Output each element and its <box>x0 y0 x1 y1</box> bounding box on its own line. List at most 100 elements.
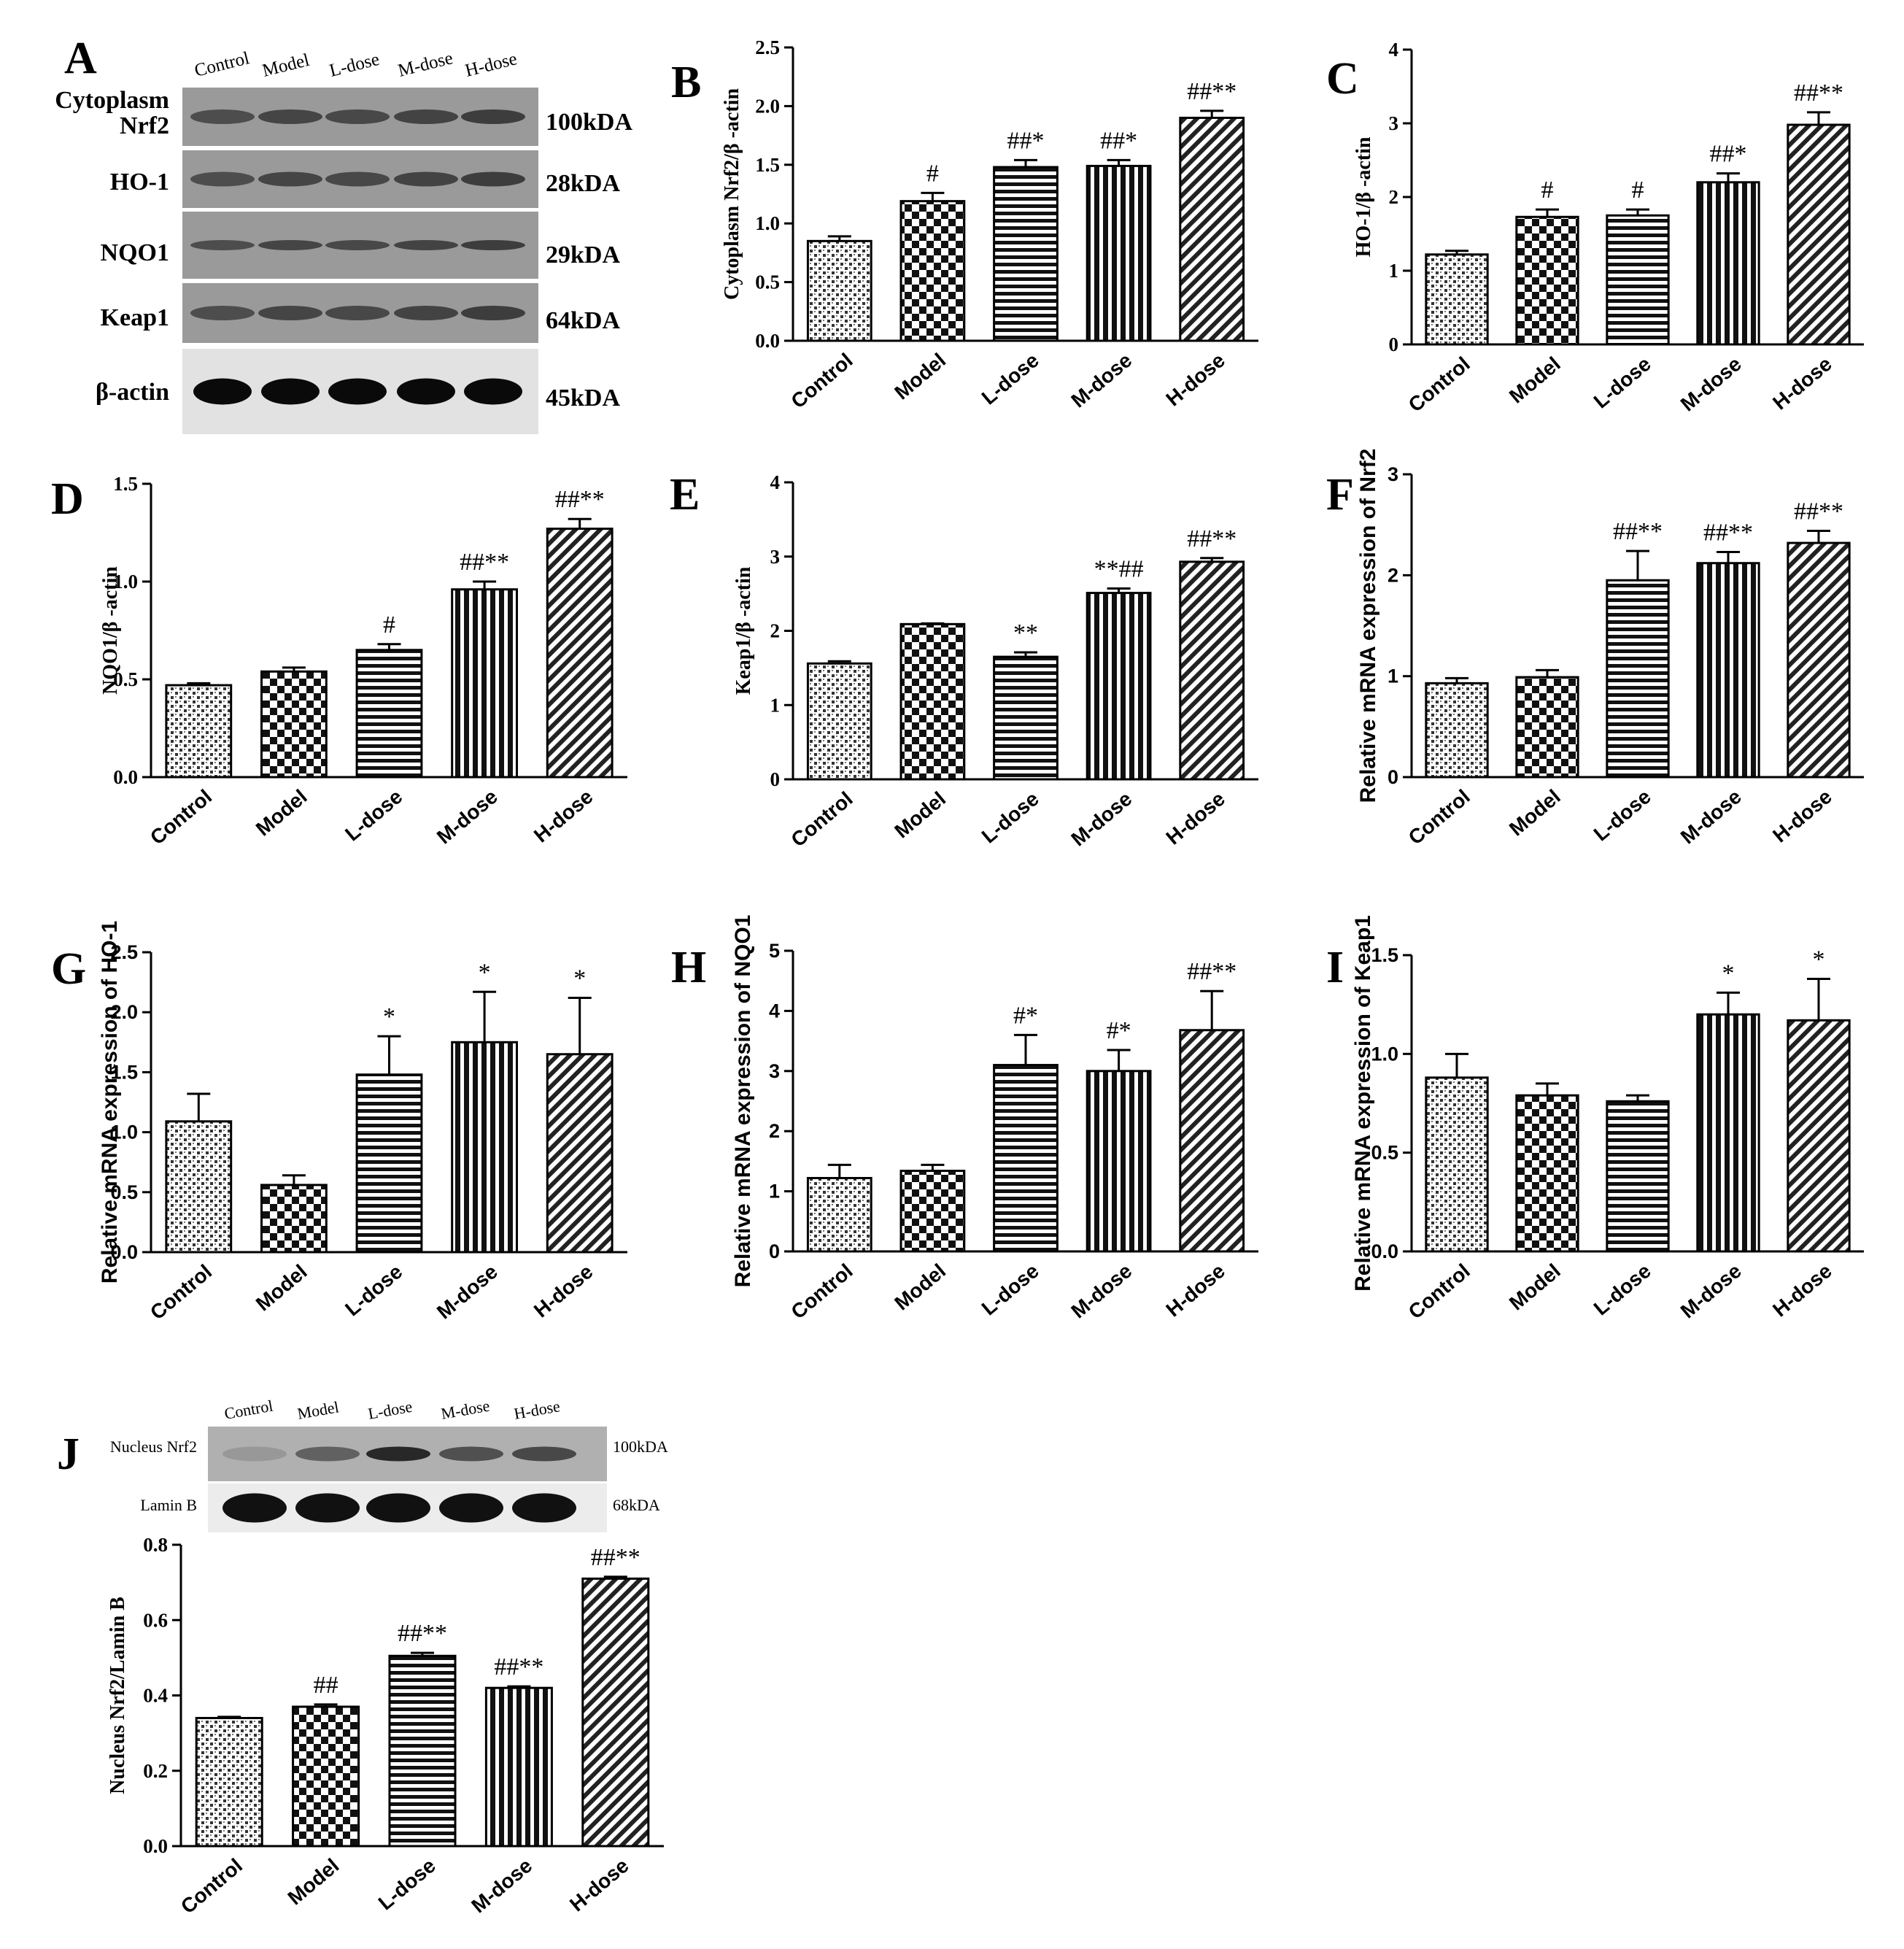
significance-label: * <box>1813 946 1825 973</box>
y-tick-label: 1.5 <box>113 473 138 495</box>
significance-label: ##** <box>1613 518 1663 545</box>
row-label: Keap1 <box>101 304 169 331</box>
bar-h-dose <box>581 1577 650 1848</box>
lane-label: Model <box>296 1397 341 1423</box>
significance-label: ##* <box>1710 141 1747 168</box>
x-tick-label: H-dose <box>1768 785 1836 847</box>
y-tick-label: 0 <box>770 768 781 790</box>
y-axis-label: HO-1/β -actin <box>1352 136 1375 257</box>
significance-label: ##** <box>1794 80 1843 107</box>
blot-band <box>258 306 322 320</box>
bar-h-dose <box>1179 1029 1245 1253</box>
x-tick-label: H-dose <box>530 1260 597 1322</box>
x-tick-label: H-dose <box>1161 787 1229 849</box>
blot-band <box>394 240 458 250</box>
y-tick-label: 1 <box>1389 260 1399 282</box>
x-tick-label: Model <box>284 1854 344 1910</box>
blot-band <box>366 1446 430 1462</box>
bar-h-dose <box>1179 560 1245 781</box>
y-tick-label: 0 <box>1389 333 1399 355</box>
row-label: β-actin <box>96 379 169 406</box>
x-tick-label: Model <box>1505 785 1565 841</box>
blot-band <box>397 378 455 405</box>
lane-label: H-dose <box>463 49 519 81</box>
x-tick-label: M-dose <box>1067 349 1136 412</box>
y-tick-label: 3 <box>770 546 781 568</box>
bar-m-dose <box>1085 1070 1152 1253</box>
bar-model <box>260 670 328 779</box>
western-blot-a: A Control Model L-dose M-dose H-dose Cytopla… <box>55 34 632 434</box>
significance-label: ##** <box>398 1620 447 1647</box>
y-tick-label: 1 <box>1388 665 1398 687</box>
bar-l-dose <box>1606 579 1670 779</box>
y-tick-label: 0.5 <box>1371 1142 1398 1164</box>
bar-l-dose <box>993 1064 1059 1253</box>
x-tick-label: Control <box>786 787 856 852</box>
x-tick-label: M-dose <box>1067 1259 1136 1323</box>
row-size: 64kDA <box>546 307 620 334</box>
bar-m-dose <box>484 1686 553 1848</box>
x-tick-label: L-dose <box>341 1260 406 1321</box>
y-tick-label: 1.0 <box>1371 1043 1398 1065</box>
bar-model <box>1515 215 1579 346</box>
lane-label: Control <box>193 48 252 81</box>
blot-band <box>512 1493 576 1523</box>
y-tick-label: 2 <box>770 620 781 642</box>
blot-band <box>190 240 255 250</box>
blot-band <box>325 240 390 250</box>
significance-label: # <box>383 611 395 638</box>
blot-band <box>439 1446 503 1462</box>
bar-h-dose <box>1179 116 1245 342</box>
lane-label: Control <box>223 1397 275 1423</box>
bar-model <box>899 200 966 342</box>
y-tick-label: 3 <box>1389 112 1399 134</box>
significance-label: #* <box>1107 1017 1131 1044</box>
blot-band <box>394 171 458 187</box>
western-blot-j: Control Model L-dose M-dose H-dose Nucleus N… <box>110 1397 668 1532</box>
panel-letter: G <box>51 944 86 994</box>
bar-model <box>260 1184 328 1254</box>
x-tick-label: L-dose <box>1590 352 1655 413</box>
y-tick-label: 0 <box>769 1240 780 1262</box>
x-tick-label: Control <box>1404 352 1474 417</box>
x-tick-label: Model <box>252 785 311 841</box>
y-tick-label: 1.0 <box>113 571 138 593</box>
y-tick-label: 0.4 <box>143 1685 168 1707</box>
bar-control <box>1425 1076 1489 1253</box>
x-tick-label: M-dose <box>1067 787 1136 851</box>
y-tick-label: 4 <box>770 471 781 493</box>
row-size: 28kDA <box>546 170 620 197</box>
x-tick-label: Control <box>146 1260 216 1324</box>
row-size: 29kDA <box>546 242 620 269</box>
bar-control <box>806 662 872 781</box>
x-tick-label: M-dose <box>1676 785 1746 849</box>
bar-model <box>899 622 966 781</box>
significance-label: * <box>383 1003 395 1030</box>
y-tick-label: 2.0 <box>755 95 780 117</box>
x-tick-label: Control <box>786 349 856 413</box>
bar-control <box>165 1120 233 1254</box>
blot-band <box>366 1493 430 1523</box>
bar-l-dose <box>1606 1100 1670 1253</box>
x-tick-label: Model <box>890 349 950 404</box>
blot-band <box>328 378 387 405</box>
bar-model <box>1515 1094 1579 1253</box>
panel-letter-a: A <box>64 34 97 83</box>
y-tick-label: 0.0 <box>1371 1240 1398 1262</box>
bar-model <box>292 1705 360 1848</box>
lane-label: L-dose <box>367 1397 414 1423</box>
y-tick-label: 1.0 <box>110 1122 138 1143</box>
bar-control <box>806 239 872 342</box>
significance-label: ##** <box>1187 958 1237 985</box>
y-tick-label: 0 <box>1388 766 1398 788</box>
significance-label: ##** <box>1703 520 1753 547</box>
row-label: Nrf2 <box>120 112 169 139</box>
bar-l-dose <box>388 1654 457 1848</box>
bar-m-dose <box>1696 1013 1760 1253</box>
x-tick-label: M-dose <box>433 785 502 849</box>
y-tick-label: 0.6 <box>143 1609 168 1631</box>
x-tick-label: Model <box>1505 352 1565 408</box>
lane-label: L-dose <box>328 50 382 81</box>
bar-l-dose <box>355 1073 423 1254</box>
